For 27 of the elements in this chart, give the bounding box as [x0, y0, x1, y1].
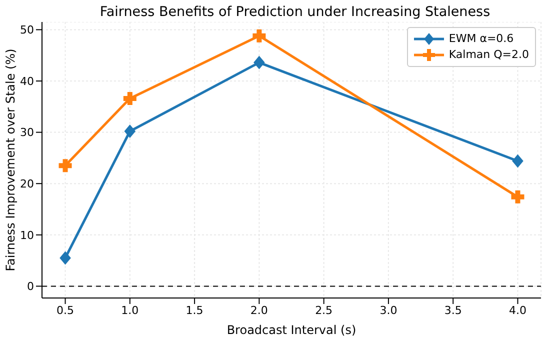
x-tick-label: 0.5	[56, 304, 74, 317]
x-tick-label: 1.0	[121, 304, 139, 317]
y-tick-label: 50	[20, 24, 34, 37]
x-tick-label: 2.5	[315, 304, 333, 317]
legend-label: EWM α=0.6	[448, 31, 515, 47]
legend-label: Kalman Q=2.0	[448, 47, 529, 63]
x-axis-title: Broadcast Interval (s)	[226, 323, 356, 337]
y-tick-label: 20	[20, 178, 34, 191]
x-tick-label: 1.5	[186, 304, 204, 317]
y-axis-title: Fairness Improvement over Stale (%)	[3, 48, 18, 272]
x-tick-label: 3.5	[444, 304, 462, 317]
x-tick-label: 4.0	[508, 304, 526, 317]
y-tick-label: 0	[27, 280, 34, 294]
x-tick-label: 3.0	[380, 304, 398, 317]
point	[254, 56, 265, 70]
y-tick-label: 10	[20, 228, 34, 242]
point	[511, 190, 524, 204]
y-tick-label: 30	[20, 126, 34, 140]
point	[252, 29, 266, 42]
point	[123, 92, 136, 105]
point	[60, 251, 71, 264]
x-tick-label: 2.0	[250, 304, 268, 317]
y-tick-label: 40	[20, 74, 34, 88]
point	[58, 159, 72, 172]
point	[512, 154, 524, 168]
point	[124, 124, 136, 138]
chart-title: Fairness Benefits of Prediction under Increasing Staleness	[98, 4, 492, 22]
